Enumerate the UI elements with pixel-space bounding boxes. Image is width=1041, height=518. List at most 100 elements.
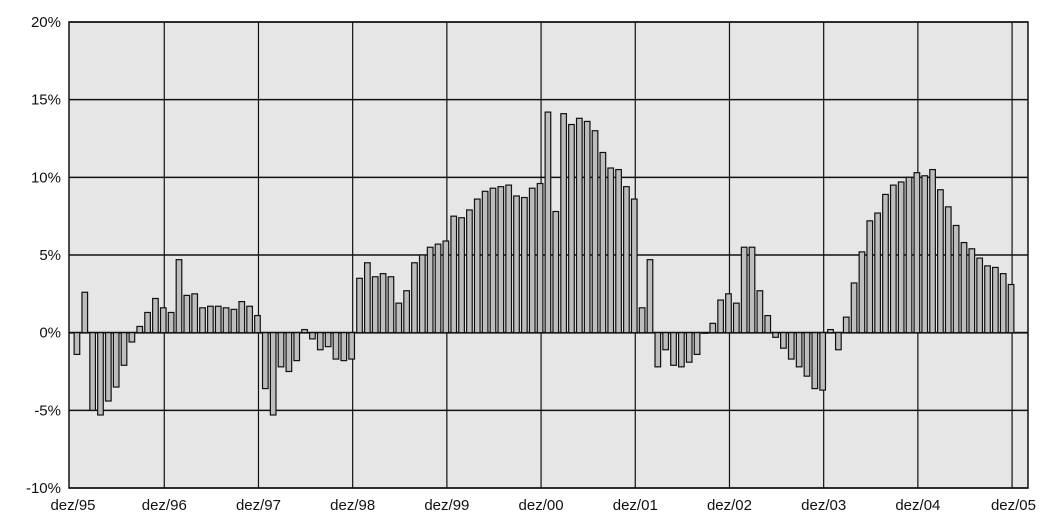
bar bbox=[732, 302, 740, 334]
bar bbox=[646, 259, 654, 334]
bar bbox=[670, 332, 677, 366]
bar bbox=[497, 186, 505, 334]
bar bbox=[348, 332, 356, 360]
bar bbox=[481, 190, 489, 334]
y-tick-label: 10% bbox=[31, 169, 61, 186]
bar bbox=[426, 246, 434, 334]
bar bbox=[175, 259, 183, 334]
bar bbox=[183, 294, 191, 334]
bar bbox=[89, 332, 97, 411]
x-tick-label: dez/99 bbox=[424, 497, 469, 514]
bar bbox=[654, 332, 662, 368]
x-tick-label: dez/04 bbox=[895, 497, 940, 514]
bar bbox=[921, 175, 929, 334]
bar bbox=[764, 314, 772, 334]
bar bbox=[583, 120, 591, 334]
x-tick-label: dez/01 bbox=[613, 497, 658, 514]
bar bbox=[952, 224, 960, 334]
bar bbox=[960, 241, 968, 334]
bar bbox=[466, 209, 473, 334]
y-tick-label: -10% bbox=[26, 480, 61, 497]
bar bbox=[984, 265, 991, 334]
bar bbox=[905, 176, 913, 334]
bar bbox=[513, 195, 520, 334]
bar bbox=[772, 332, 779, 338]
bar bbox=[1007, 283, 1015, 334]
bar bbox=[756, 290, 764, 334]
bar bbox=[309, 332, 316, 340]
bar bbox=[999, 273, 1007, 334]
y-tick-label: 20% bbox=[31, 14, 61, 31]
plot-frame bbox=[68, 21, 1029, 489]
bar bbox=[623, 186, 630, 334]
bar bbox=[607, 167, 615, 334]
x-tick-label: dez/00 bbox=[519, 497, 564, 514]
x-tick-label: dez/05 bbox=[991, 497, 1036, 514]
bar bbox=[913, 172, 921, 334]
bar bbox=[167, 311, 175, 334]
bar bbox=[968, 248, 976, 334]
bar bbox=[528, 187, 536, 334]
bar bbox=[489, 187, 497, 334]
x-axis-labels: dez/95 dez/96 dez/97 dez/98 dez/99 dez/00 dez/… bbox=[50, 497, 1036, 514]
bar bbox=[254, 314, 261, 334]
bar bbox=[874, 212, 882, 334]
bar bbox=[230, 308, 238, 334]
bar bbox=[740, 246, 748, 334]
bar bbox=[991, 266, 999, 334]
bar bbox=[104, 332, 112, 402]
bar bbox=[324, 332, 332, 348]
bar bbox=[473, 198, 481, 334]
bar bbox=[882, 193, 889, 334]
bar bbox=[395, 302, 403, 334]
bar bbox=[316, 332, 324, 351]
bar bbox=[418, 254, 426, 334]
bar bbox=[803, 332, 811, 377]
bar bbox=[599, 151, 607, 334]
bar bbox=[434, 243, 442, 334]
bar bbox=[458, 217, 465, 334]
bar bbox=[214, 305, 222, 334]
bar bbox=[842, 316, 850, 334]
bar bbox=[677, 332, 685, 368]
bar bbox=[795, 332, 803, 368]
bar bbox=[536, 182, 544, 334]
bar bbox=[568, 123, 575, 334]
bar bbox=[976, 257, 984, 334]
bar bbox=[630, 198, 638, 334]
bar bbox=[73, 332, 81, 356]
y-tick-label: 5% bbox=[39, 247, 61, 264]
bar bbox=[301, 328, 308, 334]
bar bbox=[889, 184, 897, 334]
bar bbox=[552, 210, 560, 334]
y-tick-label: 0% bbox=[39, 325, 61, 342]
y-axis-labels: -10% -5% 0% 5% 10% 15% 20% bbox=[26, 14, 61, 497]
bar bbox=[97, 332, 104, 416]
y-tick-label: -5% bbox=[34, 402, 61, 419]
bar bbox=[897, 181, 905, 334]
bar bbox=[128, 332, 136, 343]
bar bbox=[937, 189, 944, 334]
bar bbox=[520, 196, 528, 334]
x-tick-label: dez/03 bbox=[801, 497, 846, 514]
bar bbox=[411, 262, 418, 334]
bar bbox=[709, 322, 717, 334]
bar bbox=[136, 325, 144, 334]
bar bbox=[701, 332, 709, 334]
bar bbox=[450, 215, 458, 334]
bar bbox=[615, 168, 622, 334]
x-tick-label: dez/97 bbox=[236, 497, 281, 514]
bar bbox=[442, 240, 450, 334]
bar bbox=[780, 332, 787, 349]
bar bbox=[717, 299, 725, 334]
bar bbox=[356, 277, 363, 334]
bar bbox=[858, 251, 866, 334]
bar bbox=[544, 111, 552, 334]
bar bbox=[591, 130, 599, 334]
bar-series bbox=[73, 111, 1015, 416]
x-tick-label: dez/98 bbox=[330, 497, 375, 514]
bar bbox=[206, 305, 214, 334]
bar bbox=[685, 332, 693, 363]
bar bbox=[850, 282, 858, 334]
